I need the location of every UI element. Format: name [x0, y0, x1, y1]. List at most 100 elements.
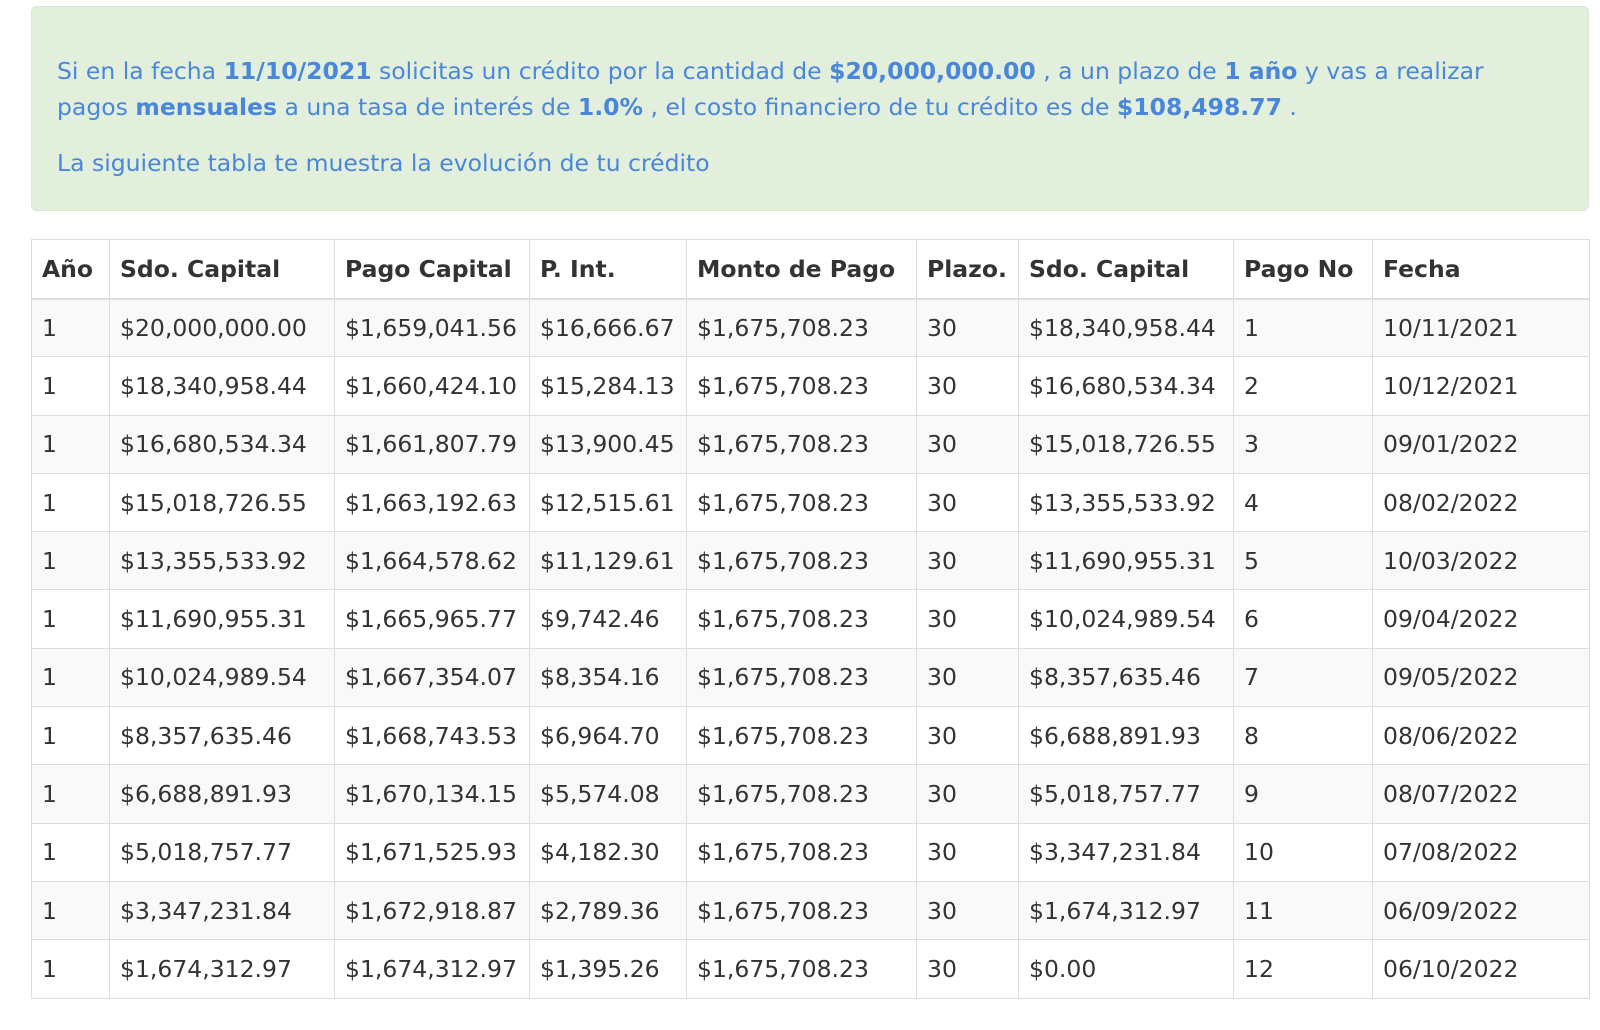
summary-text: pagos — [57, 93, 136, 121]
table-row: 1 $10,024,989.54 $1,667,354.07 $8,354.16 $1,… — [31, 647, 1590, 708]
cell-payment-amount: $1,675,708.23 — [686, 531, 917, 591]
cell-payment-number: 1 — [1233, 297, 1373, 358]
cell-term-days: 30 — [916, 706, 1019, 766]
cell-interest: $8,354.16 — [529, 647, 687, 708]
cell-year: 1 — [31, 356, 110, 416]
cell-principal-payment: $1,670,134.15 — [334, 764, 530, 824]
header-interest: P. Int. — [529, 239, 687, 300]
cell-payment-number: 4 — [1233, 472, 1373, 533]
table-row: 1 $8,357,635.46 $1,668,743.53 $6,964.70 $1,6… — [31, 706, 1590, 766]
cell-term-days: 30 — [916, 880, 1019, 941]
cell-payment-amount: $1,675,708.23 — [686, 706, 917, 766]
header-principal-payment: Pago Capital — [334, 239, 530, 300]
table-row: 1 $18,340,958.44 $1,660,424.10 $15,284.13 $1… — [31, 356, 1590, 416]
table-row: 1 $15,018,726.55 $1,663,192.63 $12,515.61 $1… — [31, 472, 1590, 533]
cell-interest: $1,395.26 — [529, 939, 687, 999]
table-row: 1 $16,680,534.34 $1,661,807.79 $13,900.45 $1… — [31, 414, 1590, 474]
cell-date: 09/04/2022 — [1372, 589, 1590, 649]
cell-payment-number: 3 — [1233, 414, 1373, 474]
table-header-row: Año Sdo. Capital Pago Capital P. Int. Mo… — [31, 239, 1590, 300]
cell-year: 1 — [31, 822, 110, 882]
cell-payment-amount: $1,675,708.23 — [686, 589, 917, 649]
cell-payment-number: 7 — [1233, 647, 1373, 708]
cell-payment-amount: $1,675,708.23 — [686, 822, 917, 882]
credit-amount: $20,000,000.00 — [829, 57, 1036, 85]
cell-payment-number: 9 — [1233, 764, 1373, 824]
cell-date: 07/08/2022 — [1372, 822, 1590, 882]
summary-text: y vas a realizar — [1297, 57, 1484, 85]
cell-closing-balance: $10,024,989.54 — [1018, 589, 1234, 649]
cell-interest: $4,182.30 — [529, 822, 687, 882]
cell-principal-payment: $1,668,743.53 — [334, 706, 530, 766]
cell-interest: $16,666.67 — [529, 297, 687, 358]
cell-interest: $6,964.70 — [529, 706, 687, 766]
header-closing-balance: Sdo. Capital — [1018, 239, 1234, 300]
credit-term: 1 año — [1224, 57, 1298, 85]
cell-payment-number: 5 — [1233, 531, 1373, 591]
cell-payment-amount: $1,675,708.23 — [686, 939, 917, 999]
cell-principal-payment: $1,659,041.56 — [334, 297, 530, 358]
cell-date: 09/01/2022 — [1372, 414, 1590, 474]
cell-term-days: 30 — [916, 472, 1019, 533]
cell-principal-payment: $1,671,525.93 — [334, 822, 530, 882]
cell-year: 1 — [31, 472, 110, 533]
cell-term-days: 30 — [916, 589, 1019, 649]
cell-payment-amount: $1,675,708.23 — [686, 880, 917, 941]
cell-opening-balance: $15,018,726.55 — [109, 472, 335, 533]
cell-year: 1 — [31, 297, 110, 358]
cell-principal-payment: $1,660,424.10 — [334, 356, 530, 416]
cell-interest: $2,789.36 — [529, 880, 687, 941]
cell-date: 10/12/2021 — [1372, 356, 1590, 416]
cell-date: 10/03/2022 — [1372, 531, 1590, 591]
cell-year: 1 — [31, 706, 110, 766]
cell-payment-amount: $1,675,708.23 — [686, 764, 917, 824]
cell-year: 1 — [31, 647, 110, 708]
cell-opening-balance: $6,688,891.93 — [109, 764, 335, 824]
cell-term-days: 30 — [916, 297, 1019, 358]
cell-term-days: 30 — [916, 939, 1019, 999]
header-term-days: Plazo. — [916, 239, 1019, 300]
cell-opening-balance: $1,674,312.97 — [109, 939, 335, 999]
cell-closing-balance: $1,674,312.97 — [1018, 880, 1234, 941]
table-row: 1 $5,018,757.77 $1,671,525.93 $4,182.30 $1,6… — [31, 822, 1590, 882]
cell-payment-number: 6 — [1233, 589, 1373, 649]
cell-opening-balance: $10,024,989.54 — [109, 647, 335, 708]
cell-year: 1 — [31, 589, 110, 649]
cell-closing-balance: $18,340,958.44 — [1018, 297, 1234, 358]
cell-closing-balance: $16,680,534.34 — [1018, 356, 1234, 416]
summary-line-2: pagos mensuales a una tasa de interés de… — [57, 89, 1564, 125]
financial-cost: $108,498.77 — [1116, 93, 1282, 121]
header-date: Fecha — [1372, 239, 1590, 300]
cell-date: 08/07/2022 — [1372, 764, 1590, 824]
cell-interest: $5,574.08 — [529, 764, 687, 824]
cell-date: 08/06/2022 — [1372, 706, 1590, 766]
cell-closing-balance: $13,355,533.92 — [1018, 472, 1234, 533]
request-date: 11/10/2021 — [223, 57, 372, 85]
page-content: Si en la fecha 11/10/2021 solicitas un c… — [31, 6, 1590, 999]
cell-payment-amount: $1,675,708.23 — [686, 414, 917, 474]
table-row: 1 $20,000,000.00 $1,659,041.56 $16,666.67 $1… — [31, 297, 1590, 358]
cell-opening-balance: $13,355,533.92 — [109, 531, 335, 591]
cell-opening-balance: $18,340,958.44 — [109, 356, 335, 416]
cell-opening-balance: $3,347,231.84 — [109, 880, 335, 941]
cell-payment-amount: $1,675,708.23 — [686, 356, 917, 416]
cell-date: 06/09/2022 — [1372, 880, 1590, 941]
summary-text: solicitas un crédito por la cantidad de — [371, 57, 830, 85]
cell-interest: $15,284.13 — [529, 356, 687, 416]
summary-text: . — [1281, 93, 1297, 121]
cell-interest: $9,742.46 — [529, 589, 687, 649]
cell-payment-number: 2 — [1233, 356, 1373, 416]
amortization-table: Año Sdo. Capital Pago Capital P. Int. Mo… — [31, 239, 1590, 999]
table-row: 1 $13,355,533.92 $1,664,578.62 $11,129.61 $1… — [31, 531, 1590, 591]
cell-payment-amount: $1,675,708.23 — [686, 647, 917, 708]
cell-payment-amount: $1,675,708.23 — [686, 472, 917, 533]
summary-text: , el costo financiero de tu crédito es d… — [643, 93, 1117, 121]
cell-year: 1 — [31, 414, 110, 474]
cell-year: 1 — [31, 880, 110, 941]
payment-frequency: mensuales — [135, 93, 278, 121]
table-intro: La siguiente tabla te muestra la evoluci… — [57, 149, 710, 177]
credit-summary-alert: Si en la fecha 11/10/2021 solicitas un c… — [31, 6, 1589, 211]
cell-payment-number: 12 — [1233, 939, 1373, 999]
cell-year: 1 — [31, 939, 110, 999]
cell-opening-balance: $11,690,955.31 — [109, 589, 335, 649]
